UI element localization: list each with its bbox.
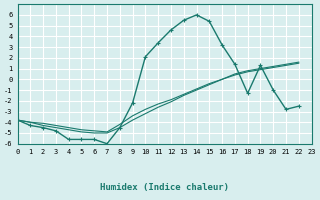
X-axis label: Humidex (Indice chaleur): Humidex (Indice chaleur) xyxy=(100,183,229,192)
